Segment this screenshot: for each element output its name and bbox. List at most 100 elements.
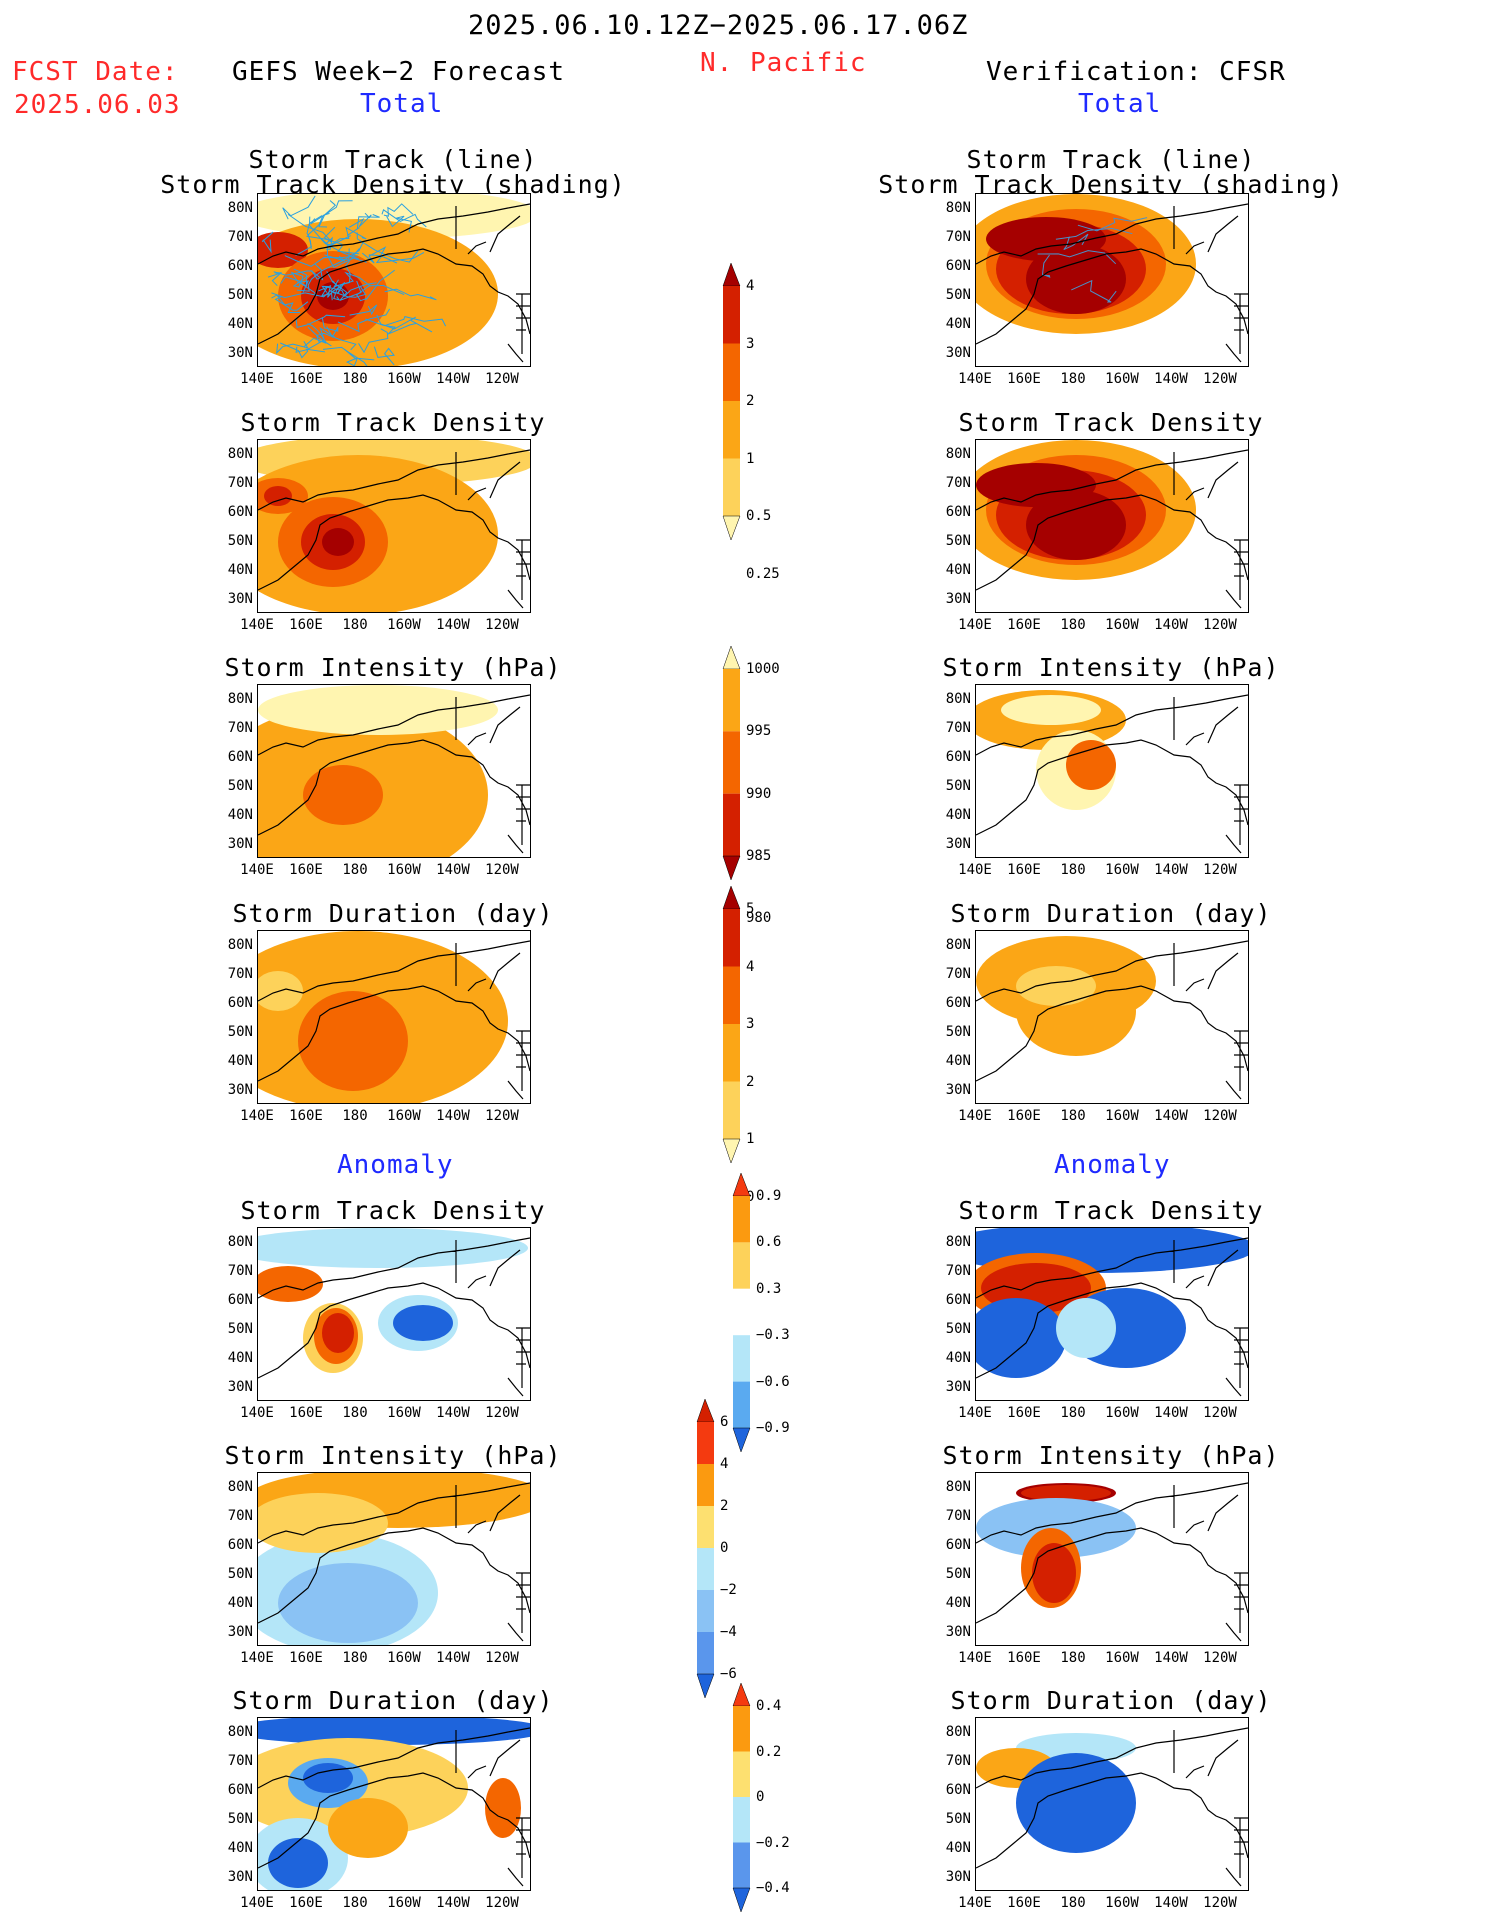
lat-tick-label: 80N	[945, 1234, 971, 1250]
lat-tick-label: 60N	[945, 258, 971, 274]
lon-tick-label: 140E	[958, 371, 992, 387]
lon-tick-label: 160E	[1007, 1405, 1041, 1421]
colorbar-tick-label: 3	[746, 335, 755, 352]
lon-tick-label: 120W	[485, 1650, 519, 1666]
lat-tick-label: 50N	[945, 778, 971, 794]
L-duration-map	[257, 930, 531, 1104]
colorbar-tick-label: 0.9	[756, 1188, 782, 1204]
lat-tick-label: 60N	[945, 995, 971, 1011]
lon-tick-label: 140W	[436, 371, 470, 387]
lon-tick-label: 140E	[240, 1405, 274, 1421]
colorbar-tick-label: −2	[720, 1582, 737, 1598]
lat-tick-label: 80N	[945, 446, 971, 462]
L-anom_intensity-title: Storm Intensity (hPa)	[224, 1441, 562, 1470]
lat-tick-label: 70N	[227, 1508, 253, 1524]
lat-tick-label: 70N	[227, 1263, 253, 1279]
lon-tick-label: 180	[1060, 1650, 1086, 1666]
lon-tick-label: 180	[342, 617, 368, 633]
lat-tick-label: 80N	[227, 1234, 253, 1250]
lon-tick-label: 160E	[1007, 617, 1041, 633]
lat-tick-label: 50N	[945, 1321, 971, 1337]
colorbar-tick-label: 1	[746, 1131, 755, 1147]
lat-tick-label: 60N	[227, 1537, 253, 1553]
lat-tick-label: 80N	[945, 200, 971, 216]
coastline	[976, 940, 1248, 1100]
lat-tick-label: 30N	[227, 1624, 253, 1640]
colorbar-tick-label: −0.3	[756, 1327, 790, 1344]
shading-region	[317, 282, 349, 310]
shading-region	[1056, 1298, 1116, 1358]
colorbar-tick-label: 6	[720, 1414, 729, 1430]
coastline	[258, 203, 530, 363]
lat-tick-label: 50N	[227, 287, 253, 303]
coastline	[258, 1727, 530, 1887]
lat-tick-label: 80N	[227, 691, 253, 707]
shading-region	[298, 991, 408, 1091]
lon-tick-label: 140E	[240, 862, 274, 878]
lat-tick-label: 70N	[227, 475, 253, 491]
coastline	[258, 940, 530, 1100]
R-anom_intensity-title: Storm Intensity (hPa)	[942, 1441, 1280, 1470]
lon-tick-label: 120W	[485, 1895, 519, 1911]
lat-tick-label: 70N	[945, 966, 971, 982]
anom-duration-colorbar	[732, 1682, 751, 1913]
shading-region	[1066, 740, 1116, 790]
shading-region	[1026, 490, 1126, 560]
lat-tick-label: 60N	[945, 1292, 971, 1308]
lon-tick-label: 140E	[958, 1895, 992, 1911]
lon-tick-label: 180	[342, 1405, 368, 1421]
lon-tick-label: 140W	[1154, 1650, 1188, 1666]
L-density-title: Storm Track Density	[240, 408, 546, 437]
density-colorbar	[722, 262, 741, 541]
shading-region	[986, 217, 1106, 261]
lat-tick-label: 60N	[227, 995, 253, 1011]
lon-tick-label: 160W	[1105, 1650, 1139, 1666]
colorbar-tick-label: 0.6	[756, 1234, 782, 1251]
lon-tick-label: 180	[1060, 862, 1086, 878]
lon-tick-label: 140W	[436, 862, 470, 878]
lat-tick-label: 40N	[945, 562, 971, 578]
shading-region	[1032, 1543, 1076, 1603]
coastline	[976, 203, 1248, 363]
lon-tick-label: 140E	[958, 1650, 992, 1666]
intensity-colorbar	[722, 645, 741, 881]
R-anom_duration-title: Storm Duration (day)	[950, 1686, 1272, 1715]
lat-tick-label: 30N	[945, 1082, 971, 1098]
lon-tick-label: 160W	[1105, 371, 1139, 387]
lat-tick-label: 60N	[227, 258, 253, 274]
R-panel-title-1: Storm Track (line)	[966, 145, 1256, 174]
lon-tick-label: 140W	[1154, 862, 1188, 878]
lat-tick-label: 70N	[945, 1753, 971, 1769]
shading-region	[393, 1305, 453, 1341]
lat-tick-label: 80N	[227, 200, 253, 216]
shading-region	[1016, 1753, 1136, 1853]
R-intensity-title: Storm Intensity (hPa)	[942, 653, 1280, 682]
lat-tick-label: 60N	[227, 749, 253, 765]
lat-tick-label: 30N	[227, 591, 253, 607]
coastline	[976, 1727, 1248, 1887]
L-anom_duration-title: Storm Duration (day)	[232, 1686, 554, 1715]
lat-tick-label: 40N	[227, 316, 253, 332]
colorbar-tick-label: 2	[746, 393, 755, 409]
lat-tick-label: 70N	[945, 229, 971, 245]
lon-tick-label: 160E	[1007, 1108, 1041, 1124]
lon-tick-label: 160E	[289, 371, 323, 387]
lon-tick-label: 120W	[1203, 862, 1237, 878]
lat-tick-label: 80N	[945, 1724, 971, 1740]
lon-tick-label: 140W	[436, 617, 470, 633]
colorbar-tick-label: 4	[746, 958, 755, 975]
lon-tick-label: 160W	[1105, 617, 1139, 633]
colorbar-tick-label: 2	[746, 1073, 755, 1090]
lon-tick-label: 120W	[1203, 617, 1237, 633]
lat-tick-label: 50N	[227, 533, 253, 549]
lon-tick-label: 120W	[1203, 1650, 1237, 1666]
shading-region	[976, 1498, 1136, 1558]
coastline	[258, 694, 530, 854]
lon-tick-label: 140W	[436, 1405, 470, 1421]
lon-tick-label: 180	[342, 1108, 368, 1124]
colorbar-tick-label: −6	[720, 1666, 737, 1682]
L-anom_duration-map	[257, 1717, 531, 1891]
lat-tick-label: 80N	[227, 1724, 253, 1740]
lat-tick-label: 50N	[227, 1566, 253, 1582]
lat-tick-label: 50N	[227, 1811, 253, 1827]
